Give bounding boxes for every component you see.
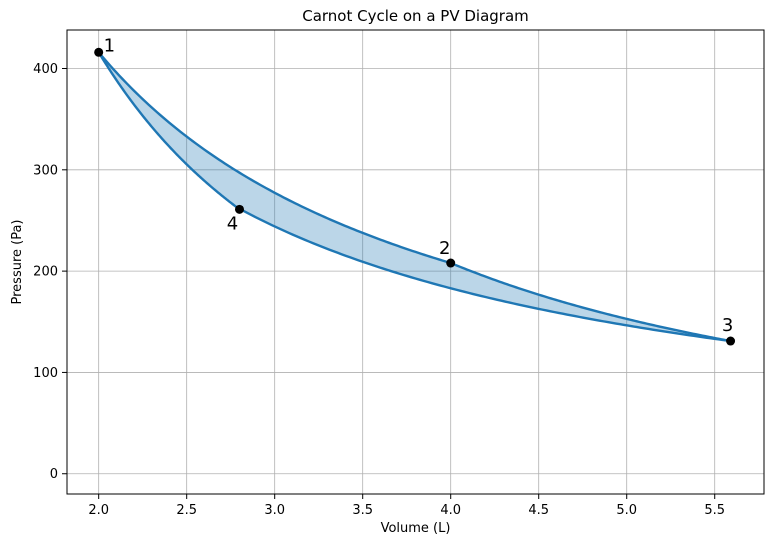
x-tick-label: 4.5 <box>528 503 549 518</box>
state-label-3: 3 <box>722 315 733 336</box>
process-curve-1-2 <box>97 51 452 265</box>
y-tick-label: 0 <box>50 467 58 482</box>
process-curve-4-1 <box>97 51 241 211</box>
x-tick-label: 2.5 <box>176 503 197 518</box>
y-tick-label: 400 <box>33 62 58 77</box>
x-tick-label: 5.0 <box>616 503 637 518</box>
process-curve-3-4 <box>238 207 732 343</box>
state-label-layer: 1 2 3 4 <box>104 35 734 336</box>
x-axis-title: Volume (L) <box>381 521 451 536</box>
x-tick-label: 3.5 <box>352 503 373 518</box>
state-label-4: 4 <box>227 213 238 234</box>
state-point-1 <box>94 47 104 57</box>
x-tick-label: 4.0 <box>440 503 461 518</box>
axis-layer: 2.0 2.5 3.0 3.5 4.0 4.5 5.0 5.5 0 100 200 300 400 <box>33 29 765 518</box>
state-label-2: 2 <box>439 238 450 259</box>
cycle-area-fill <box>98 52 731 342</box>
y-axis-title: Pressure (Pa) <box>10 219 25 304</box>
state-marker-layer <box>94 47 736 346</box>
x-tick-label: 3.0 <box>264 503 285 518</box>
state-point-4 <box>234 204 244 214</box>
process-curve-2-3 <box>449 261 732 343</box>
y-tick-label: 200 <box>33 265 58 280</box>
y-tick-label: 300 <box>33 163 58 178</box>
x-tick-label: 2.0 <box>88 503 109 518</box>
cycle-fill-layer <box>98 52 731 342</box>
y-tick-label: 100 <box>33 366 58 381</box>
x-tick-label: 5.5 <box>704 503 725 518</box>
state-label-1: 1 <box>104 35 115 56</box>
cycle-curve-layer <box>97 51 732 343</box>
chart-title: Carnot Cycle on a PV Diagram <box>302 7 529 25</box>
state-point-2 <box>446 258 456 268</box>
plot-frame <box>66 29 765 495</box>
state-point-3 <box>726 336 736 346</box>
